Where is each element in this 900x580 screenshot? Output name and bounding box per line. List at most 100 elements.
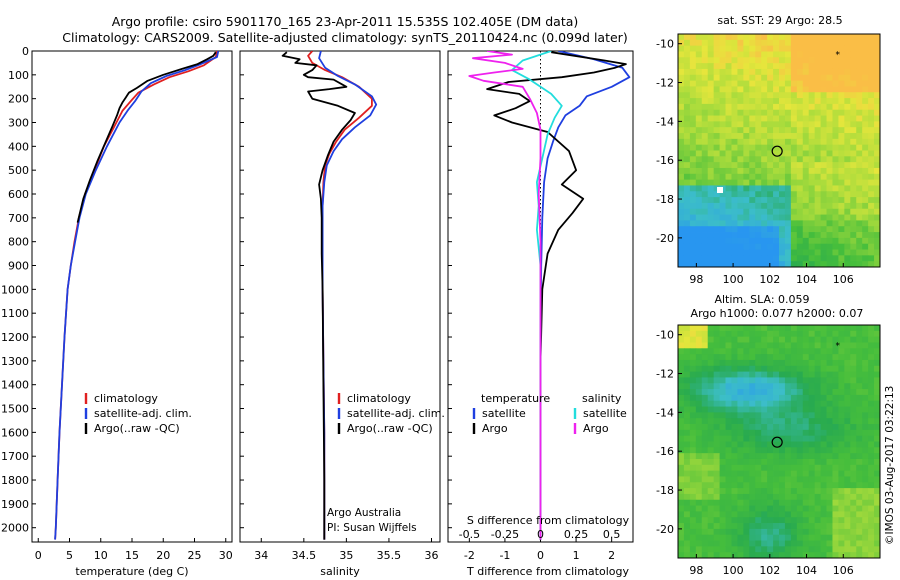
heatmap-cell <box>850 243 857 250</box>
heatmap-cell <box>784 493 792 501</box>
heatmap-cell <box>826 57 833 64</box>
heatmap-cell <box>719 540 726 547</box>
heatmap-cell <box>743 179 750 186</box>
heatmap-cell <box>874 51 880 58</box>
heatmap-cell <box>773 424 780 431</box>
heatmap-cell <box>767 453 774 460</box>
heatmap-cell <box>862 325 869 332</box>
heatmap-cell <box>832 144 839 151</box>
heatmap-cell <box>862 371 869 378</box>
heatmap-cell <box>719 488 726 495</box>
series-line <box>468 51 542 540</box>
heatmap-cell <box>737 377 744 384</box>
heatmap-cell <box>683 389 691 396</box>
series-line <box>511 51 563 540</box>
heatmap-cell <box>808 482 816 489</box>
heatmap-cell <box>713 493 720 501</box>
temperature-axes-frame <box>31 50 233 543</box>
heatmap-cell <box>850 377 857 384</box>
heatmap-cell <box>678 173 685 181</box>
heatmap-cell <box>683 528 691 536</box>
heatmap-cell <box>749 523 756 530</box>
heatmap-cell <box>701 57 709 64</box>
heatmap-cell <box>779 493 786 501</box>
heatmap-cell <box>796 552 804 558</box>
heatmap-cell <box>802 336 810 343</box>
heatmap-cell <box>755 400 762 407</box>
heatmap-cell <box>796 406 804 413</box>
heatmap-cell <box>713 202 720 210</box>
heatmap-cell <box>731 133 738 140</box>
heatmap-cell <box>689 394 697 402</box>
heatmap-cell <box>767 249 774 256</box>
heatmap-cell <box>814 377 821 384</box>
heatmap-cell <box>850 470 857 477</box>
heatmap-cell <box>695 517 703 524</box>
heatmap-cell <box>755 488 762 495</box>
heatmap-cell <box>802 208 810 215</box>
heatmap-cell <box>755 133 762 140</box>
heatmap-cell <box>874 74 880 82</box>
heatmap-cell <box>820 488 827 495</box>
heatmap-cell <box>826 133 833 140</box>
heatmap-cell <box>725 202 732 210</box>
heatmap-cell <box>701 208 709 215</box>
heatmap-cell <box>844 34 851 41</box>
heatmap-cell <box>862 429 869 437</box>
heatmap-cell <box>701 348 709 355</box>
heatmap-cell <box>767 103 774 111</box>
heatmap-cell <box>868 51 875 58</box>
legend-label: satellite <box>583 407 627 420</box>
heatmap-cell <box>844 249 851 256</box>
heatmap-cell <box>731 330 738 338</box>
heatmap-cell <box>784 400 792 407</box>
heatmap-cell <box>790 109 798 116</box>
heatmap-cell <box>689 441 697 448</box>
heatmap-cell <box>826 98 833 105</box>
heatmap-cell <box>850 552 857 558</box>
heatmap-cell <box>731 383 738 390</box>
heatmap-cell <box>755 406 762 413</box>
heatmap-cell <box>838 103 845 111</box>
heatmap-cell <box>731 74 738 82</box>
heatmap-cell <box>868 330 875 338</box>
heatmap-cell <box>689 162 697 169</box>
heatmap-cell <box>874 237 880 245</box>
heatmap-cell <box>713 447 720 454</box>
heatmap-cell <box>773 493 780 501</box>
heatmap-cell <box>832 406 839 413</box>
heatmap-cell <box>796 57 804 64</box>
heatmap-cell <box>796 208 804 215</box>
heatmap-cell <box>832 482 839 489</box>
heatmap-cell <box>707 74 715 82</box>
heatmap-cell <box>820 144 827 151</box>
heatmap-cell <box>826 511 833 518</box>
heatmap-cell <box>832 167 839 175</box>
heatmap-cell <box>832 86 839 93</box>
heatmap-cell <box>814 63 821 70</box>
heatmap-cell <box>838 458 845 466</box>
heatmap-cell <box>683 109 691 116</box>
heatmap-cell <box>820 429 827 437</box>
heatmap-cell <box>796 447 804 454</box>
heatmap-cell <box>719 505 726 512</box>
heatmap-cell <box>874 447 880 454</box>
heatmap-cell <box>719 237 726 245</box>
heatmap-cell <box>689 121 697 128</box>
heatmap-cell <box>737 342 744 349</box>
heatmap-cell <box>784 499 792 506</box>
heatmap-cell <box>749 389 756 396</box>
heatmap-cell <box>856 103 863 111</box>
heatmap-cell <box>749 243 756 250</box>
heatmap-cell <box>707 325 715 332</box>
heatmap-cell <box>868 92 875 99</box>
heatmap-cell <box>838 441 845 448</box>
heatmap-cell <box>862 499 869 506</box>
heatmap-cell <box>749 115 756 122</box>
heatmap-cell <box>868 458 875 466</box>
heatmap-cell <box>874 202 880 210</box>
heatmap-cell <box>678 249 685 256</box>
heatmap-cell <box>844 121 851 128</box>
heatmap-cell <box>719 365 726 372</box>
heatmap-cell <box>862 418 869 425</box>
